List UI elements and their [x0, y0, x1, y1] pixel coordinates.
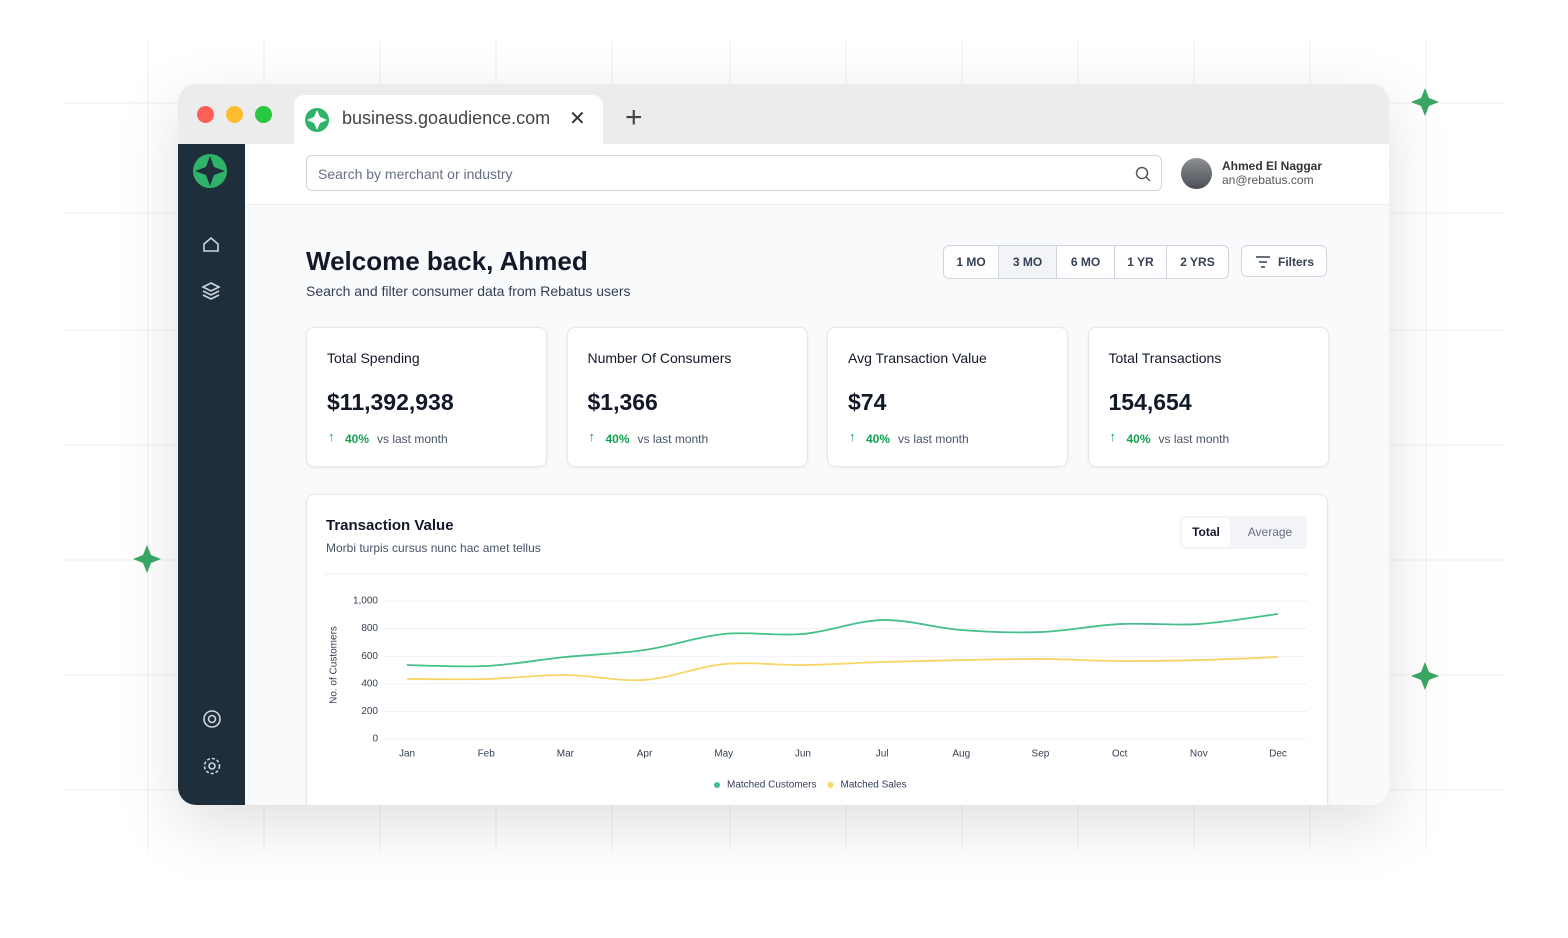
- stat-arrow: ↑: [1109, 429, 1117, 444]
- stat-change: 40%: [866, 432, 891, 446]
- y-tick-label: 1,000: [353, 596, 378, 607]
- layers-icon[interactable]: [201, 282, 221, 300]
- x-tick-label: Jun: [795, 749, 811, 760]
- stat-change: 40%: [345, 432, 370, 446]
- chart-subtitle: Morbi turpis cursus nunc hac amet tellus: [326, 541, 541, 555]
- settings-icon[interactable]: [203, 757, 221, 775]
- stat-value: $1,366: [587, 389, 658, 415]
- stat-arrow: ↑: [328, 429, 335, 444]
- x-tick-label: Jul: [876, 749, 889, 760]
- y-tick-label: 200: [361, 706, 378, 717]
- stat-label: Number Of Consumers: [587, 350, 732, 366]
- range-button[interactable]: 6 MO: [1057, 246, 1115, 278]
- stat-label: Total Transactions: [1108, 350, 1222, 366]
- stat-card: Total Transactions 154,654 ↑ 40% vs last mon…: [1087, 327, 1329, 467]
- stat-note: vs last month: [377, 432, 448, 446]
- maximize-dot[interactable]: [255, 106, 272, 123]
- browser-window: business.goaudience.com ✕ + Search by me…: [178, 84, 1389, 805]
- x-tick-label: Sep: [1032, 749, 1050, 760]
- filters-icon: [1256, 256, 1270, 268]
- stat-value: $11,392,938: [327, 389, 454, 415]
- chart: Transaction Value Morbi turpis cursus nu…: [325, 516, 1307, 791]
- x-tick-label: Jan: [399, 749, 415, 760]
- search-box[interactable]: Search by merchant or industry: [306, 155, 1162, 191]
- new-tab[interactable]: +: [625, 101, 643, 134]
- user-email: an@rebatus.com: [1222, 173, 1314, 187]
- stat-label: Avg Transaction Value: [848, 350, 987, 366]
- stat-change: 40%: [605, 432, 630, 446]
- y-tick-label: 800: [361, 623, 378, 634]
- y-axis-label: No. of Customers: [329, 626, 340, 704]
- legend-swatch: [827, 782, 834, 788]
- x-tick-label: Dec: [1269, 749, 1287, 760]
- stat-note: vs last month: [1158, 432, 1230, 446]
- range-button[interactable]: 1 MO: [944, 246, 999, 278]
- help-icon[interactable]: [203, 710, 221, 728]
- x-tick-label: Mar: [557, 749, 575, 760]
- toggle-total[interactable]: Total: [1192, 525, 1220, 539]
- x-tick-label: Oct: [1112, 749, 1128, 760]
- x-tick-label: May: [714, 749, 733, 760]
- stat-arrow: ↑: [849, 429, 856, 444]
- stat-value: 154,654: [1108, 389, 1192, 415]
- search-placeholder: Search by merchant or industry: [318, 166, 513, 182]
- tab-logo: [305, 108, 329, 132]
- legend-label: Matched Sales: [840, 780, 906, 791]
- sidebar: [178, 144, 245, 805]
- browser-tab[interactable]: [294, 95, 603, 150]
- legend-swatch: [714, 782, 720, 788]
- toggle-active[interactable]: [1182, 518, 1230, 547]
- page-title: Welcome back, Ahmed: [306, 246, 588, 276]
- filters-label: Filters: [1278, 255, 1315, 269]
- y-tick-label: 0: [372, 734, 378, 745]
- stat-note: vs last month: [637, 432, 709, 446]
- y-tick-label: 600: [361, 651, 378, 662]
- series-line: [406, 613, 1279, 668]
- x-tick-label: Nov: [1190, 749, 1208, 760]
- range-button[interactable]: 3 MO: [999, 246, 1057, 278]
- tab-close[interactable]: ✕: [569, 108, 586, 130]
- x-tick-label: Aug: [952, 749, 970, 760]
- avatar[interactable]: [1181, 158, 1212, 189]
- filters-button[interactable]: Filters: [1241, 245, 1327, 277]
- home-icon[interactable]: [203, 236, 219, 252]
- range-button[interactable]: 1 YR: [1115, 246, 1167, 278]
- y-tick-label: 400: [361, 678, 378, 689]
- stat-card: Avg Transaction Value $74 ↑ 40% vs last mont…: [827, 327, 1068, 467]
- series-line: [406, 656, 1279, 682]
- stat-label: Total Spending: [327, 350, 420, 366]
- stat-card: Number Of Consumers $1,366 ↑ 40% vs last mon…: [566, 327, 808, 467]
- stat-card: Total Spending $11,392,938 ↑ 40% vs last mon…: [306, 327, 547, 467]
- minimize-dot[interactable]: [226, 106, 243, 123]
- tab-url: business.goaudience.com: [342, 108, 551, 128]
- stat-note: vs last month: [898, 432, 969, 446]
- stat-change: 40%: [1126, 432, 1151, 446]
- range-group: 1 MO 3 MO 6 MO 1 YR 2 YRS: [943, 245, 1229, 279]
- legend-label: Matched Customers: [727, 780, 816, 791]
- stat-value: $74: [848, 389, 887, 415]
- toggle-average[interactable]: Average: [1248, 525, 1293, 539]
- page-subtitle: Search and filter consumer data from Reb…: [306, 283, 631, 299]
- stat-arrow: ↑: [588, 429, 596, 444]
- x-tick-label: Feb: [478, 749, 496, 760]
- user-name: Ahmed El Naggar: [1222, 159, 1323, 173]
- chart-card: [306, 494, 1328, 805]
- sidebar-icons: [193, 154, 227, 775]
- chart-title: Transaction Value: [326, 517, 454, 534]
- close-dot[interactable]: [197, 106, 214, 123]
- range-button[interactable]: 2 YRS: [1180, 255, 1215, 269]
- x-tick-label: Apr: [637, 749, 653, 760]
- search-icon: [1135, 166, 1151, 182]
